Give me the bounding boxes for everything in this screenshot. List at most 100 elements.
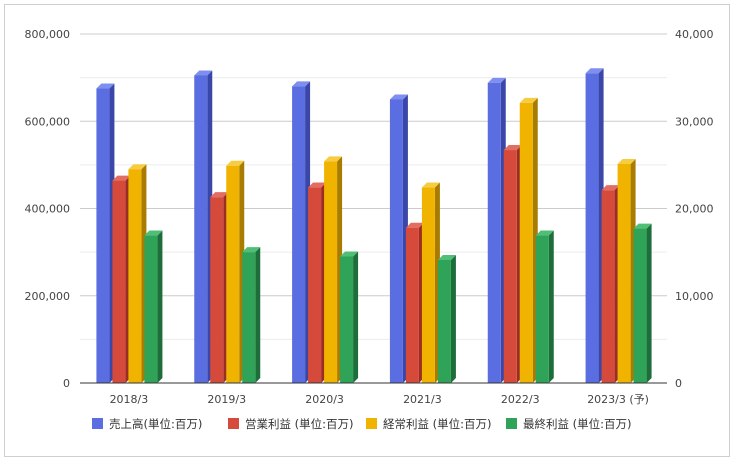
- bar-1-6: [585, 68, 604, 383]
- bar-front: [210, 197, 224, 383]
- bar-front: [340, 256, 354, 383]
- left-tick-label: 0: [63, 377, 70, 390]
- bar-top: [503, 145, 522, 151]
- bar-front: [96, 88, 110, 383]
- legend-item-1: 売上高(単位:百万): [92, 417, 202, 431]
- legend-item-3: 経常利益 (単位:百万): [366, 417, 492, 431]
- bar-top: [144, 230, 163, 236]
- bar-4-6: [633, 223, 652, 383]
- right-tick-label: 0: [675, 377, 682, 390]
- bar-1-5: [487, 77, 506, 384]
- legend-item-4: 最終利益 (単位:百万): [506, 417, 632, 431]
- bar-side: [255, 247, 261, 383]
- bar-side: [353, 251, 359, 383]
- category-label: 2023/3 (予): [587, 393, 649, 406]
- bar-top: [308, 182, 327, 188]
- legend-swatch: [92, 418, 103, 429]
- bar-top: [633, 223, 652, 229]
- category-label: 2022/3: [501, 393, 540, 406]
- bar-top: [421, 182, 440, 188]
- bar-2-4: [405, 222, 424, 383]
- bar-front: [128, 169, 142, 383]
- bar-1-3: [292, 81, 311, 383]
- bar-front: [324, 161, 338, 383]
- legend-swatch: [366, 418, 377, 429]
- bar-top: [487, 77, 506, 83]
- bar-top: [226, 160, 245, 166]
- bar-4-4: [437, 254, 456, 383]
- right-axis-ticks: 0 10,000 20,000 30,000 40,000: [675, 28, 714, 390]
- bar-1-1: [96, 83, 115, 383]
- bar-front: [535, 235, 549, 383]
- category-label: 2018/3: [110, 393, 149, 406]
- bar-4-1: [144, 230, 163, 383]
- bar-top: [242, 247, 261, 253]
- bar-front: [226, 165, 240, 383]
- bar-front: [308, 187, 322, 383]
- legend-swatch: [506, 418, 517, 429]
- bar-side: [157, 230, 163, 383]
- bar-front: [242, 252, 256, 383]
- left-axis-ticks: 0 200,000 400,000 600,000 800,000: [25, 28, 71, 390]
- bar-front: [585, 73, 599, 383]
- bar-front: [292, 86, 306, 383]
- bar-front: [389, 99, 403, 383]
- bar-front: [112, 180, 126, 383]
- bar-side: [548, 230, 554, 383]
- legend-item-2: 営業利益 (単位:百万): [228, 417, 354, 431]
- category-label: 2020/3: [305, 393, 344, 406]
- left-tick-label: 800,000: [25, 28, 71, 41]
- bar-3-3: [324, 156, 343, 383]
- bar-4-5: [535, 230, 554, 383]
- bar-top: [601, 185, 620, 191]
- legend: 売上高(単位:百万) 営業利益 (単位:百万) 経常利益 (単位:百万) 最終利益 (…: [92, 417, 632, 431]
- bar-front: [194, 75, 208, 383]
- bar-top: [519, 97, 538, 103]
- legend-label: 営業利益 (単位:百万): [245, 417, 354, 431]
- bar-2-3: [308, 182, 327, 383]
- bar-top: [340, 251, 359, 257]
- bar-top: [617, 159, 636, 165]
- right-tick-label: 10,000: [675, 290, 714, 303]
- bar-top: [535, 230, 554, 236]
- bar-3-6: [617, 159, 636, 383]
- bar-top: [437, 254, 456, 260]
- bar-3-1: [128, 164, 147, 383]
- bar-top: [585, 68, 604, 74]
- bar-front: [617, 164, 631, 383]
- bar-front: [421, 187, 435, 383]
- bar-top: [96, 83, 115, 89]
- bar-front: [519, 102, 533, 384]
- bar-front: [437, 259, 451, 383]
- bar-top: [210, 192, 229, 198]
- bars: [96, 68, 652, 384]
- bar-top: [405, 222, 424, 228]
- bar-front: [487, 82, 501, 384]
- bar-top: [194, 70, 213, 76]
- bar-top: [112, 175, 131, 181]
- bar-front: [405, 227, 419, 383]
- bar-4-3: [340, 251, 359, 383]
- legend-label: 最終利益 (単位:百万): [523, 417, 632, 431]
- bar-side: [646, 223, 652, 383]
- right-tick-label: 40,000: [675, 28, 714, 41]
- right-tick-label: 30,000: [675, 115, 714, 128]
- left-tick-label: 200,000: [25, 290, 71, 303]
- bar-front: [601, 190, 615, 383]
- bar-1-4: [389, 94, 408, 383]
- gridlines: [80, 33, 667, 340]
- category-label: 2021/3: [403, 393, 442, 406]
- legend-swatch: [228, 418, 239, 429]
- right-tick-label: 20,000: [675, 203, 714, 216]
- bar-2-6: [601, 185, 620, 383]
- bar-2-1: [112, 175, 131, 383]
- bar-3-4: [421, 182, 440, 383]
- bar-4-2: [242, 247, 261, 383]
- bar-top: [389, 94, 408, 100]
- bar-2-2: [210, 192, 229, 383]
- legend-label: 売上高(単位:百万): [109, 417, 202, 431]
- bar-front: [144, 235, 158, 383]
- bar-front: [633, 228, 647, 383]
- bar-2-5: [503, 145, 522, 383]
